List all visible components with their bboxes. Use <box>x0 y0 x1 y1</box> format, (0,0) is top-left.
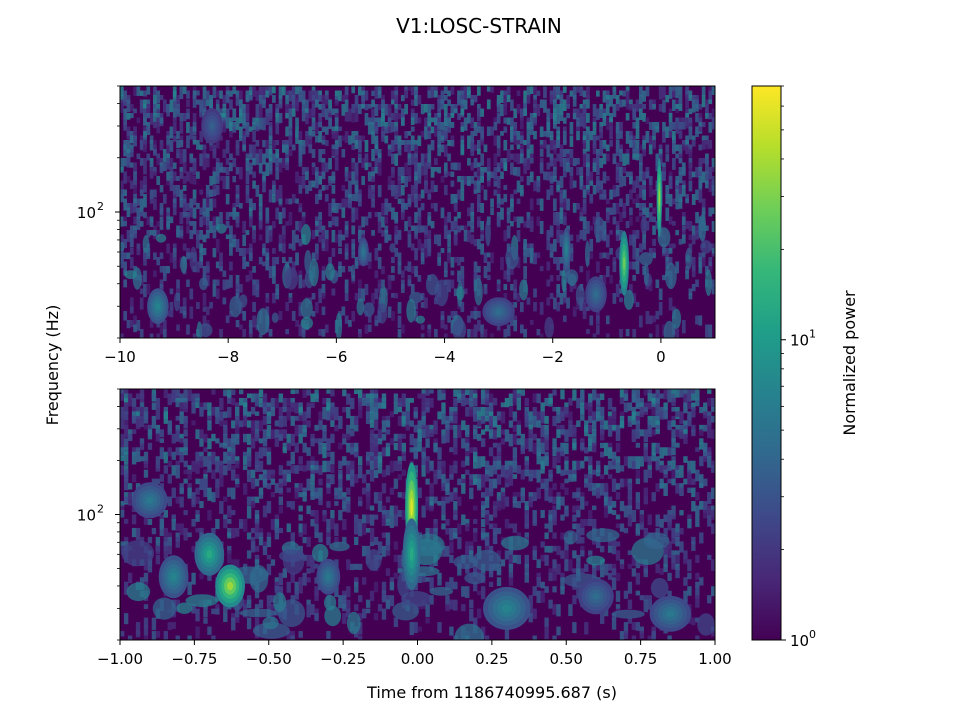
signal-blob <box>483 586 531 630</box>
signal-blob <box>402 518 421 591</box>
signal-blob <box>649 595 692 632</box>
signal-blob <box>201 108 223 144</box>
signal-blob <box>619 230 629 296</box>
signal-blob <box>215 564 246 608</box>
signal-blob <box>316 558 341 595</box>
colorbar-tick-label-exponent: 0 <box>809 628 816 641</box>
signal-blob <box>562 227 571 271</box>
x-tick-label: −8 <box>217 348 239 366</box>
signal-blob <box>482 297 515 327</box>
signal-blob <box>147 288 169 325</box>
y-tick-label-exponent: 2 <box>97 503 104 516</box>
colorbar-tick-label: 10 <box>790 332 809 350</box>
x-tick-label: 0.00 <box>401 650 434 668</box>
y-axis-label: Frequency (Hz) <box>43 305 62 426</box>
y-tick-label-exponent: 2 <box>97 200 104 213</box>
signal-blob <box>158 555 189 599</box>
x-tick-label: −2 <box>542 348 564 366</box>
figure-title: V1:LOSC-STRAIN <box>396 14 562 38</box>
top-spectrogram-panel: −10 −8 −6 −4 −2 0 10 2 <box>77 85 716 366</box>
x-tick-label: 0.25 <box>475 650 508 668</box>
x-tick-label: −1.00 <box>97 650 143 668</box>
x-tick-label: −10 <box>104 348 136 366</box>
signal-blob <box>656 158 662 238</box>
x-tick-label: −4 <box>433 348 455 366</box>
x-tick-label: 0 <box>656 348 666 366</box>
y-tick-label: 10 <box>77 507 96 525</box>
x-tick-label: 0.50 <box>550 650 583 668</box>
noise-texture <box>120 86 715 338</box>
x-tick-label: −0.25 <box>320 650 366 668</box>
x-tick-label: −6 <box>325 348 347 366</box>
x-axis-label: Time from 1186740995.687 (s) <box>366 683 617 702</box>
signal-blob <box>132 482 168 519</box>
bottom-spectrogram-panel: −1.00 −0.75 −0.50 −0.25 0.00 0.25 0.50 0.75 1.00… <box>77 388 732 668</box>
signal-blob <box>194 532 225 576</box>
x-tick-label: −0.75 <box>171 650 217 668</box>
x-tick-label: 1.00 <box>698 650 731 668</box>
x-tick-label: 0.75 <box>624 650 657 668</box>
signal-blob <box>358 237 369 267</box>
signal-blob <box>585 276 607 313</box>
colorbar-label: Normalized power <box>840 290 859 436</box>
colorbar-gradient <box>751 85 782 641</box>
signal-blob <box>578 578 614 615</box>
x-tick-label: −0.50 <box>246 650 292 668</box>
colorbar-tick-label: 10 <box>790 632 809 650</box>
y-tick-label: 10 <box>77 204 96 222</box>
colorbar-tick-label-exponent: 1 <box>809 328 816 341</box>
